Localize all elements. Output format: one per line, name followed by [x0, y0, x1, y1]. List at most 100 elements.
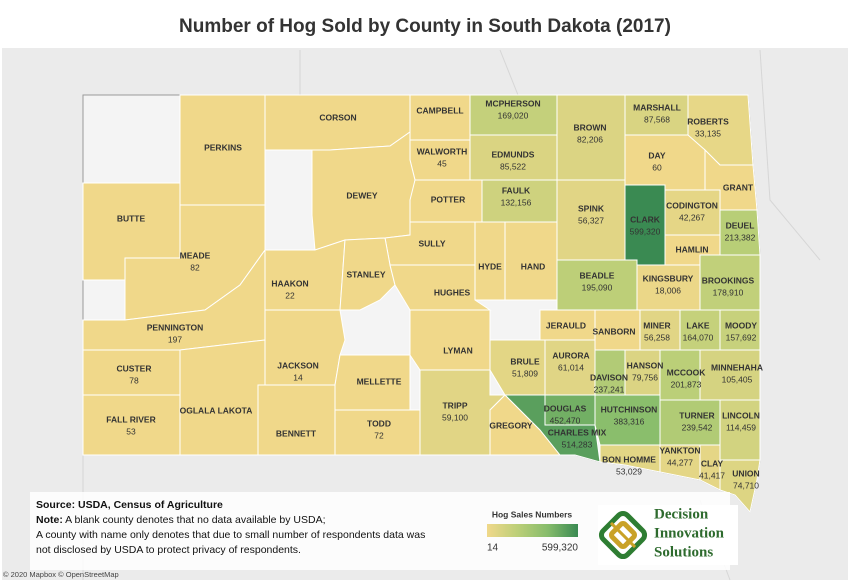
- county: [339, 237, 396, 311]
- county: [264, 94, 411, 151]
- county-value: 14: [293, 372, 303, 382]
- county: [624, 134, 706, 191]
- county-value: 74,710: [733, 480, 759, 490]
- county-value: 514,283: [562, 439, 593, 449]
- county-value: 213,382: [725, 232, 756, 242]
- note-line: A county with name only denotes that due…: [36, 529, 425, 541]
- county-value: 197: [168, 334, 182, 344]
- county-name: JERAULD: [546, 320, 586, 330]
- county-name: UNION: [732, 468, 759, 478]
- county: [659, 444, 701, 481]
- county-name: WALWORTH: [417, 146, 468, 156]
- county-value: 157,692: [726, 332, 757, 342]
- county-value: 41,417: [699, 470, 725, 480]
- county-value: 383,316: [614, 416, 645, 426]
- county-value: 56,327: [578, 215, 604, 225]
- county-value: 61,014: [558, 362, 584, 372]
- logo-text: Solutions: [654, 544, 713, 560]
- note-label: Note:: [36, 514, 63, 526]
- county-name: LINCOLN: [722, 410, 760, 420]
- county-name: MINER: [643, 320, 670, 330]
- county-value: 105,405: [722, 374, 753, 384]
- county: [624, 184, 666, 266]
- county-name: HAMLIN: [675, 244, 708, 254]
- note: Note: A blank county denotes that no dat…: [36, 514, 326, 526]
- county: [179, 339, 266, 456]
- county-value: 56,258: [644, 332, 670, 342]
- county-name: POTTER: [431, 194, 465, 204]
- county-name: TODD: [367, 418, 391, 428]
- county-value: 18,006: [655, 285, 681, 295]
- county-name: BON HOMME: [602, 454, 656, 464]
- county-name: LAKE: [686, 320, 709, 330]
- county-name: CODINGTON: [666, 200, 718, 210]
- county-value: 60: [652, 162, 662, 172]
- county-name: STANLEY: [346, 269, 385, 279]
- county-name: DAVISON: [590, 372, 628, 382]
- county-name: FALL RIVER: [106, 414, 155, 424]
- attribution: © 2020 Mapbox © OpenStreetMap: [3, 570, 119, 579]
- county-value: 51,809: [512, 368, 538, 378]
- county-value: 82,206: [577, 134, 603, 144]
- county-value: 45: [437, 158, 447, 168]
- county-value: 42,267: [679, 212, 705, 222]
- county-value: 132,156: [501, 197, 532, 207]
- county-value: 72: [374, 430, 384, 440]
- county-value: 452,470: [550, 415, 581, 425]
- county-name: TURNER: [679, 410, 714, 420]
- county-name: HUTCHINSON: [601, 404, 658, 414]
- legend-min: 14: [487, 543, 499, 554]
- county-name: CORSON: [319, 112, 356, 122]
- county-value: 237,241: [594, 384, 625, 394]
- county-name: DAY: [648, 150, 665, 160]
- county-value: 85,522: [500, 161, 526, 171]
- county-value: 53: [126, 426, 136, 436]
- title: Number of Hog Sold by County in South Da…: [179, 16, 671, 37]
- logo-text: Innovation: [654, 525, 725, 541]
- legend-max: 599,320: [542, 543, 579, 554]
- county: [264, 309, 346, 386]
- county-name: CAMPBELL: [416, 105, 463, 115]
- note-line: not disclosed by USDA to protect privacy…: [36, 544, 301, 556]
- logo: Decision Innovation Solutions: [598, 505, 738, 565]
- county-name: EDMUNDS: [492, 149, 535, 159]
- county-name: OGLALA LAKOTA: [180, 405, 253, 415]
- county-value: 599,320: [630, 226, 661, 236]
- logo-icon: [598, 510, 648, 560]
- county: [699, 444, 721, 491]
- county-name: BROWN: [573, 122, 606, 132]
- county-value: 44,277: [667, 457, 693, 467]
- county-value: 78: [129, 375, 139, 385]
- county-name: HUGHES: [434, 287, 471, 297]
- county: [719, 459, 761, 514]
- county-name: MCCOOK: [667, 367, 707, 377]
- county-name: BRULE: [510, 356, 540, 366]
- county-value: 164,070: [683, 332, 714, 342]
- county-value: 22: [285, 290, 295, 300]
- county-name: SPINK: [578, 203, 605, 213]
- county-name: YANKTON: [659, 445, 700, 455]
- county-name: MARSHALL: [633, 102, 681, 112]
- county-name: CHARLES MIX: [548, 427, 607, 437]
- county-labels: PERKINS CORSON CAMPBELL MCPHERSON 169,020 BRO…: [106, 98, 763, 490]
- county-name: MEADE: [180, 250, 211, 260]
- county-name: ROBERTS: [687, 116, 729, 126]
- county-value: 114,459: [726, 422, 756, 432]
- county-value: 82: [190, 262, 200, 272]
- county-name: BENNETT: [276, 428, 317, 438]
- county-value: 53,029: [616, 466, 642, 476]
- county-value: 79,756: [632, 372, 658, 382]
- county-name: CUSTER: [117, 363, 152, 373]
- county: [409, 94, 471, 141]
- county-value: 59,100: [442, 412, 468, 422]
- county-name: HYDE: [478, 261, 502, 271]
- county-name: MINNEHAHA: [711, 362, 763, 372]
- county-name: HANSON: [627, 360, 664, 370]
- county-name: BUTTE: [117, 213, 146, 223]
- county-name: JACKSON: [277, 360, 319, 370]
- county: [82, 394, 181, 456]
- county-name: TRIPP: [442, 400, 467, 410]
- county: [264, 239, 346, 311]
